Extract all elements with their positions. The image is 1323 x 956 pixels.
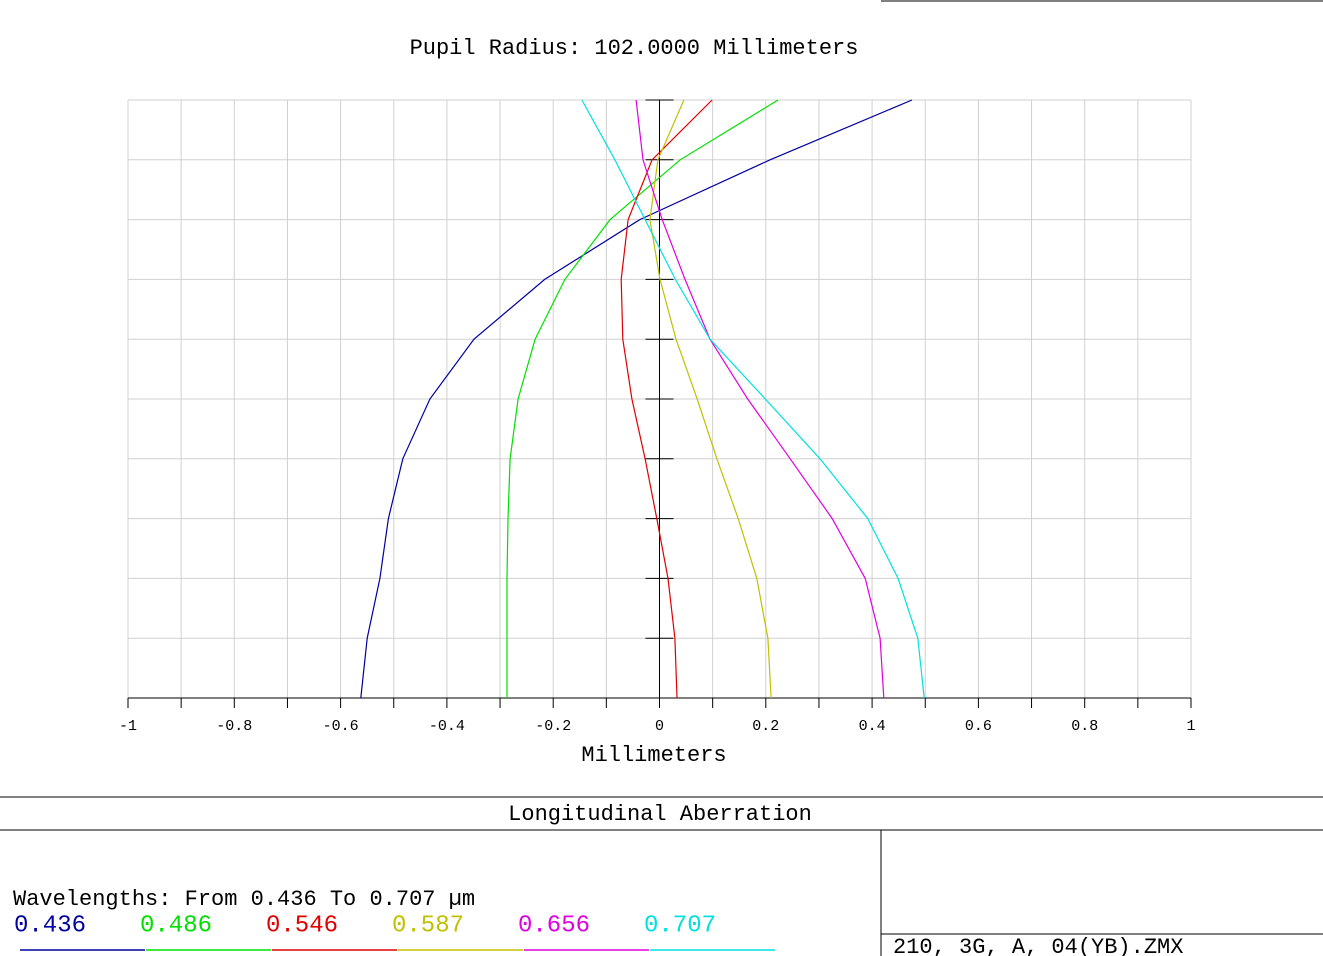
x-tick-label: -0.4: [429, 718, 465, 735]
x-tick-label: 0.8: [1071, 718, 1098, 735]
x-tick-label: -0.2: [535, 718, 571, 735]
aberration-curve: [649, 99, 772, 699]
legend-label: 0.656: [518, 912, 590, 939]
chart-title: Pupil Radius: 102.0000 Millimeters: [410, 36, 859, 61]
x-tick-label: 0: [655, 718, 664, 735]
footer-title: Longitudinal Aberration: [508, 802, 812, 827]
legend-label: 0.546: [266, 912, 338, 939]
legend-label: 0.486: [140, 912, 212, 939]
x-tick-label: 1: [1186, 718, 1195, 735]
x-tick-label: 0.2: [752, 718, 779, 735]
legend-label: 0.587: [392, 912, 464, 939]
x-tick-label: 0.6: [965, 718, 992, 735]
legend-label: 0.436: [14, 912, 86, 939]
file-name: 210, 3G, A, 04(YB).ZMX: [893, 935, 1183, 956]
x-tick-label: -0.8: [216, 718, 252, 735]
legend-label: 0.707: [644, 912, 716, 939]
aberration-curve: [360, 99, 913, 699]
aberration-curve: [635, 99, 885, 699]
x-tick-label: -0.6: [323, 718, 359, 735]
x-tick-label: 0.4: [859, 718, 886, 735]
x-axis-label: Millimeters: [581, 743, 726, 768]
wavelength-note: Wavelengths: From 0.436 To 0.707 µm: [13, 887, 475, 912]
aberration-curve: [620, 99, 713, 699]
aberration-curve: [506, 99, 779, 698]
aberration-curve: [581, 99, 925, 699]
x-tick-label: -1: [119, 718, 137, 735]
